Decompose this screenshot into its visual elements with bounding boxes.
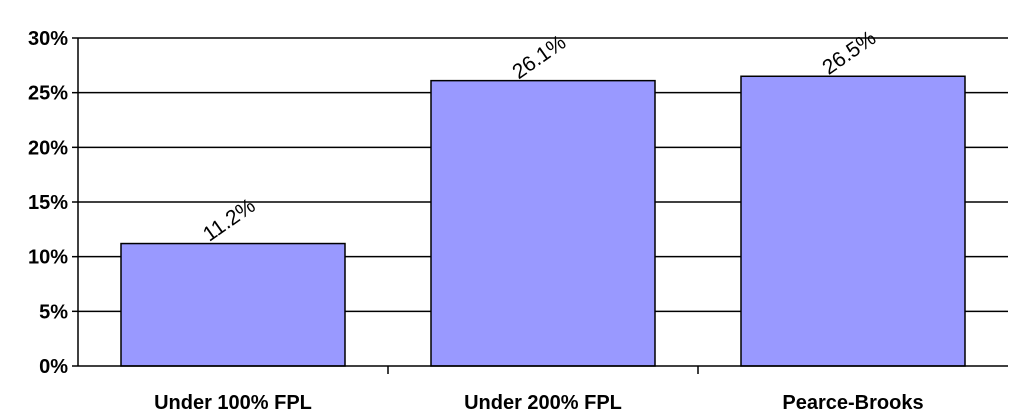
bar — [740, 75, 966, 367]
bars — [120, 75, 966, 367]
x-category-labels: Under 100% FPL Under 200% FPL Pearce-Brook… — [154, 392, 924, 414]
y-tick-label: 30% — [28, 28, 68, 50]
y-tick-label: 10% — [28, 247, 68, 269]
x-category-label: Under 100% FPL — [154, 392, 312, 414]
y-tick-label: 15% — [28, 192, 68, 214]
data-label: 26.5% — [818, 26, 880, 79]
y-tick-label: 25% — [28, 83, 68, 105]
y-tick-label: 20% — [28, 137, 68, 159]
y-tick-label: 0% — [39, 356, 68, 378]
bar — [120, 242, 346, 367]
axes — [72, 37, 1008, 374]
x-category-label: Pearce-Brooks — [782, 392, 923, 414]
y-tick-label: 5% — [39, 301, 68, 323]
bar — [430, 79, 656, 367]
data-label: 26.1% — [508, 31, 570, 84]
y-tick-labels: 0% 5% 10% 15% 20% 25% 30% — [28, 28, 68, 378]
x-category-label: Under 200% FPL — [464, 392, 622, 414]
